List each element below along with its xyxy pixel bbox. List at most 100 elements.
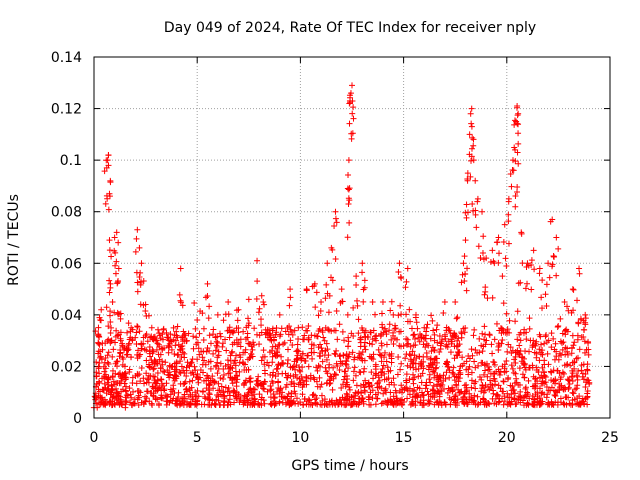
data-point	[403, 377, 410, 384]
data-point	[286, 323, 293, 330]
data-point	[355, 316, 362, 323]
data-point	[322, 400, 329, 407]
data-point	[108, 383, 115, 390]
data-point	[226, 324, 233, 331]
data-point	[381, 376, 388, 383]
data-point	[411, 387, 418, 394]
data-point	[410, 342, 417, 349]
data-point	[474, 393, 481, 400]
data-point	[240, 328, 247, 335]
data-point	[121, 380, 128, 387]
data-point	[98, 306, 105, 313]
data-point	[558, 352, 565, 359]
data-point	[309, 283, 316, 290]
data-point	[403, 278, 410, 285]
data-point	[473, 224, 480, 231]
data-point	[264, 359, 271, 366]
data-point	[482, 381, 489, 388]
data-point	[246, 386, 253, 393]
data-point	[233, 352, 240, 359]
data-point	[165, 349, 172, 356]
data-point	[179, 302, 186, 309]
data-point	[556, 380, 563, 387]
data-point	[584, 387, 591, 394]
data-point	[181, 354, 188, 361]
data-point	[229, 328, 236, 335]
data-point	[134, 288, 141, 295]
data-point	[349, 110, 356, 117]
data-point	[532, 383, 539, 390]
data-point	[96, 401, 103, 408]
data-point	[345, 353, 352, 360]
data-point	[122, 404, 129, 411]
data-point	[178, 343, 185, 350]
data-point	[272, 400, 279, 407]
data-point	[376, 351, 383, 358]
data-point	[125, 320, 132, 327]
data-point	[420, 401, 427, 408]
data-point	[338, 286, 345, 293]
data-point	[97, 353, 104, 360]
data-point	[534, 389, 541, 396]
data-point	[142, 307, 149, 314]
data-point	[430, 327, 437, 334]
data-point	[351, 364, 358, 371]
data-point	[455, 386, 462, 393]
data-point	[484, 373, 491, 380]
data-point	[114, 309, 121, 316]
data-point	[481, 291, 488, 298]
data-point	[584, 376, 591, 383]
data-point	[152, 337, 159, 344]
data-point	[107, 319, 114, 326]
data-point	[540, 368, 547, 375]
data-point	[258, 394, 265, 401]
data-point	[294, 352, 301, 359]
data-point	[539, 277, 546, 284]
data-point	[576, 346, 583, 353]
data-point	[518, 230, 525, 237]
data-point	[214, 370, 221, 377]
data-point	[562, 386, 569, 393]
data-point	[240, 349, 247, 356]
data-point	[372, 361, 379, 368]
data-point	[395, 312, 402, 319]
data-point	[485, 400, 492, 407]
data-point	[202, 294, 209, 301]
data-point	[117, 315, 124, 322]
data-point	[114, 358, 121, 365]
data-point	[182, 386, 189, 393]
data-point	[322, 295, 329, 302]
data-point	[365, 380, 372, 387]
data-point	[222, 336, 229, 343]
data-point	[323, 340, 330, 347]
data-point	[395, 268, 402, 275]
data-point	[260, 385, 267, 392]
data-point	[205, 380, 212, 387]
data-point	[107, 179, 114, 186]
data-point	[497, 368, 504, 375]
data-point	[367, 329, 374, 336]
data-point	[390, 341, 397, 348]
data-point	[172, 400, 179, 407]
data-point	[291, 380, 298, 387]
data-point	[346, 219, 353, 226]
data-point	[333, 219, 340, 226]
data-point	[391, 325, 398, 332]
data-point	[276, 398, 283, 405]
data-point	[403, 335, 410, 342]
data-point	[500, 300, 507, 307]
data-point	[508, 349, 515, 356]
data-point	[355, 330, 362, 337]
data-point	[360, 400, 367, 407]
data-point	[270, 369, 277, 376]
data-point	[451, 393, 458, 400]
data-point	[136, 394, 143, 401]
data-point	[526, 315, 533, 322]
data-point	[421, 335, 428, 342]
data-point	[367, 401, 374, 408]
data-point	[350, 333, 357, 340]
data-point	[113, 258, 120, 265]
data-point	[321, 401, 328, 408]
data-point	[332, 255, 339, 262]
axis-tick-labels: 0 5 10 15 20 25 0 0.02 0.04 0.06 0.08 0.1 0.12 0.14	[51, 50, 619, 446]
